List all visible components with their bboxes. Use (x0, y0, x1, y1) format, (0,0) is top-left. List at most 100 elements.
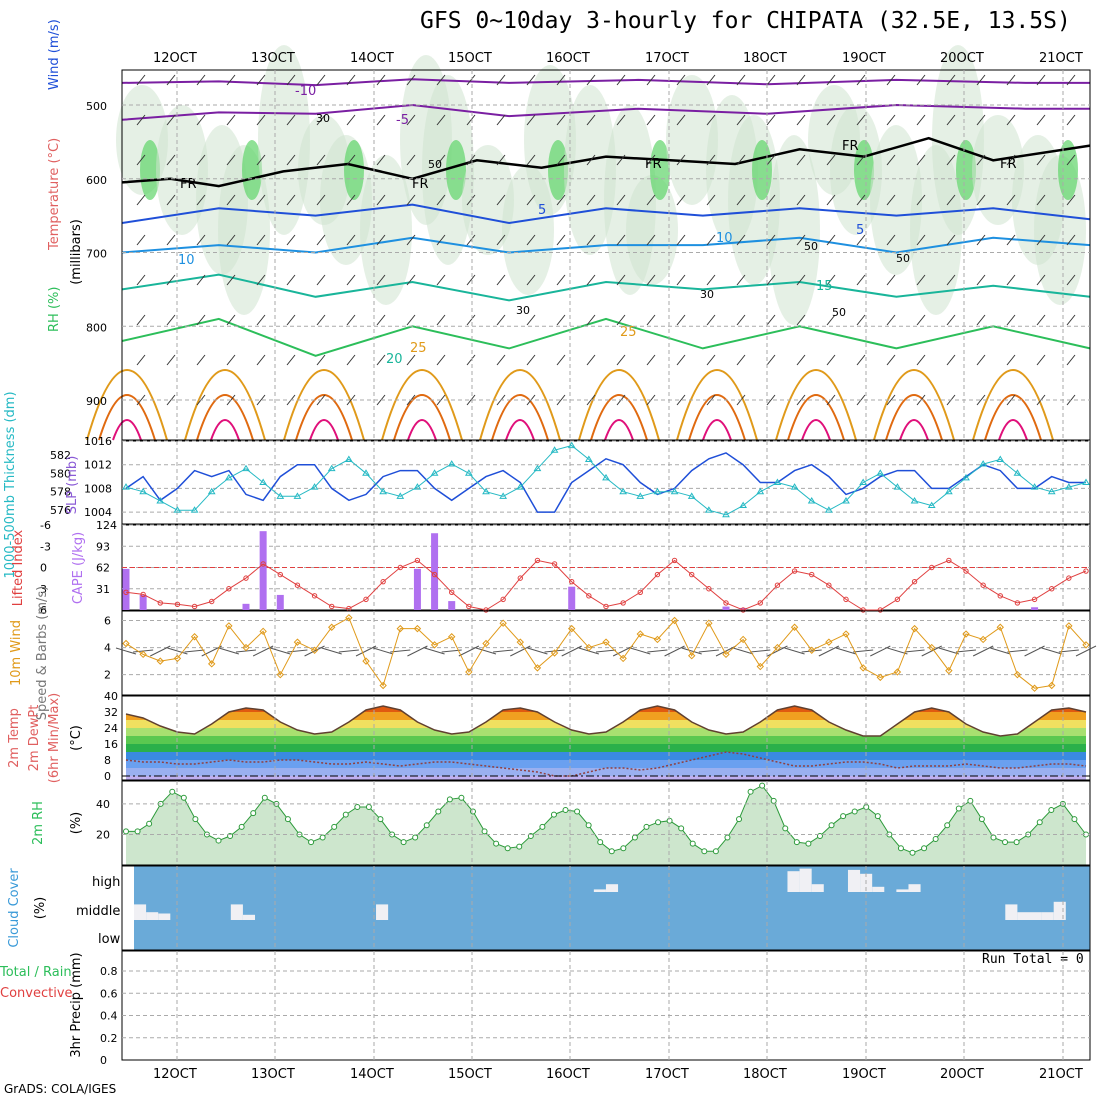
wind-barb (886, 394, 896, 406)
axis-title: 2m Temp (7, 708, 22, 768)
wind-barb (316, 74, 326, 86)
rh-point (967, 797, 974, 804)
axis-title: 3hr Precip (mm) (69, 952, 84, 1057)
y-tick-label: 500 (86, 100, 107, 113)
slp-tick-label: 1016 (84, 435, 112, 448)
rh-point (678, 825, 685, 832)
thickness-point (464, 469, 473, 476)
wind-barb (556, 154, 566, 166)
wind-barb (556, 314, 566, 326)
rh-point (666, 817, 673, 824)
isotherm-35 (702, 419, 732, 441)
wind-barb (946, 354, 956, 366)
rh-point (631, 834, 638, 841)
x-tick-label-bottom: 20OCT (940, 1067, 984, 1082)
wind-tick-label: 4 (104, 642, 111, 655)
rh-point (759, 782, 766, 789)
thickness-point (859, 478, 868, 485)
wind-barb (916, 314, 926, 326)
wind-barb (166, 234, 176, 246)
li-point (397, 564, 403, 571)
wind-speed-point (1030, 684, 1039, 692)
isotherm-25 (775, 369, 857, 441)
wind-barb (316, 314, 326, 326)
thickness-point (996, 455, 1005, 462)
rh-point (1048, 807, 1055, 814)
li-point (226, 586, 232, 592)
temp-tick-label: 8 (104, 754, 111, 767)
rh-point (250, 810, 257, 817)
wind-barb (196, 74, 206, 86)
rh-shade-high (446, 140, 466, 200)
wind-barb (766, 394, 776, 406)
wind-barb (1041, 647, 1062, 655)
rh-shade-high (752, 140, 772, 200)
wind-barb (676, 74, 686, 86)
wind-speed-point (585, 643, 593, 652)
wind-barb (586, 154, 596, 166)
wind-barb (166, 194, 176, 206)
thickness-point (1082, 478, 1090, 485)
wind-barb (616, 194, 626, 206)
wind-speed-point (1013, 670, 1022, 679)
rh-contour-label: 50 (832, 306, 846, 319)
cloud-high-cell (787, 871, 800, 892)
wind-barb (166, 74, 176, 86)
isotherm-35 (112, 419, 142, 441)
wind-barb (286, 274, 296, 286)
wind-barb (136, 154, 146, 166)
wind-barb (916, 74, 926, 86)
temp-band (126, 760, 1086, 768)
wind-barb (256, 74, 266, 86)
li-line (125, 559, 1087, 611)
wind-barb (646, 114, 656, 126)
wind-barb (1006, 114, 1016, 126)
temp-tick-label: 16 (104, 738, 118, 751)
wind-speed-point (670, 616, 679, 625)
wind-barb (436, 394, 446, 406)
wind-barb (526, 154, 536, 166)
wind-barb (766, 194, 776, 206)
wind-barb (676, 114, 686, 126)
temp-band (126, 768, 1086, 776)
wind-barb (856, 194, 866, 206)
wind-barb (436, 274, 446, 286)
li-point (431, 571, 438, 578)
rh-point (851, 808, 858, 815)
li-point (380, 578, 386, 585)
x-tick-label: 13OCT (251, 51, 295, 66)
wind-speed-point (945, 666, 953, 675)
wind-barb (796, 74, 806, 86)
wind-barb (346, 274, 356, 286)
rh-point (840, 813, 847, 820)
li-point (1014, 600, 1021, 606)
wind-speed-point (499, 619, 507, 627)
rh-point (169, 788, 176, 795)
axis-title: 2m DewPt (27, 705, 42, 772)
rh-point (354, 803, 361, 810)
wind-speed-point (979, 635, 987, 644)
wind-barb (766, 234, 776, 246)
wind-speed-point (225, 622, 233, 630)
wind-barb (544, 649, 565, 653)
x-tick-label-bottom: 13OCT (251, 1067, 295, 1082)
footer-credit: GrADS: COLA/IGES (4, 1082, 117, 1096)
rh-point (493, 840, 500, 847)
wind-barb (1006, 314, 1016, 326)
rh-point (828, 822, 835, 829)
rh-frame (121, 780, 1091, 866)
wind-barb (646, 314, 656, 326)
thickness-point (516, 483, 525, 490)
li-point (1083, 568, 1089, 574)
temp-tick-label: 24 (104, 722, 118, 735)
wind-barb (256, 114, 266, 126)
rh-shade-high (548, 140, 568, 200)
wind-speed-point (842, 630, 850, 638)
isotherm-label: 10 (716, 231, 733, 246)
axis-title: (%) (69, 812, 84, 835)
thickness-point (704, 506, 713, 513)
wind-barb (706, 194, 716, 206)
wind-barb (856, 394, 866, 406)
isotherm-30 (393, 394, 451, 441)
wind-barb (316, 274, 326, 286)
